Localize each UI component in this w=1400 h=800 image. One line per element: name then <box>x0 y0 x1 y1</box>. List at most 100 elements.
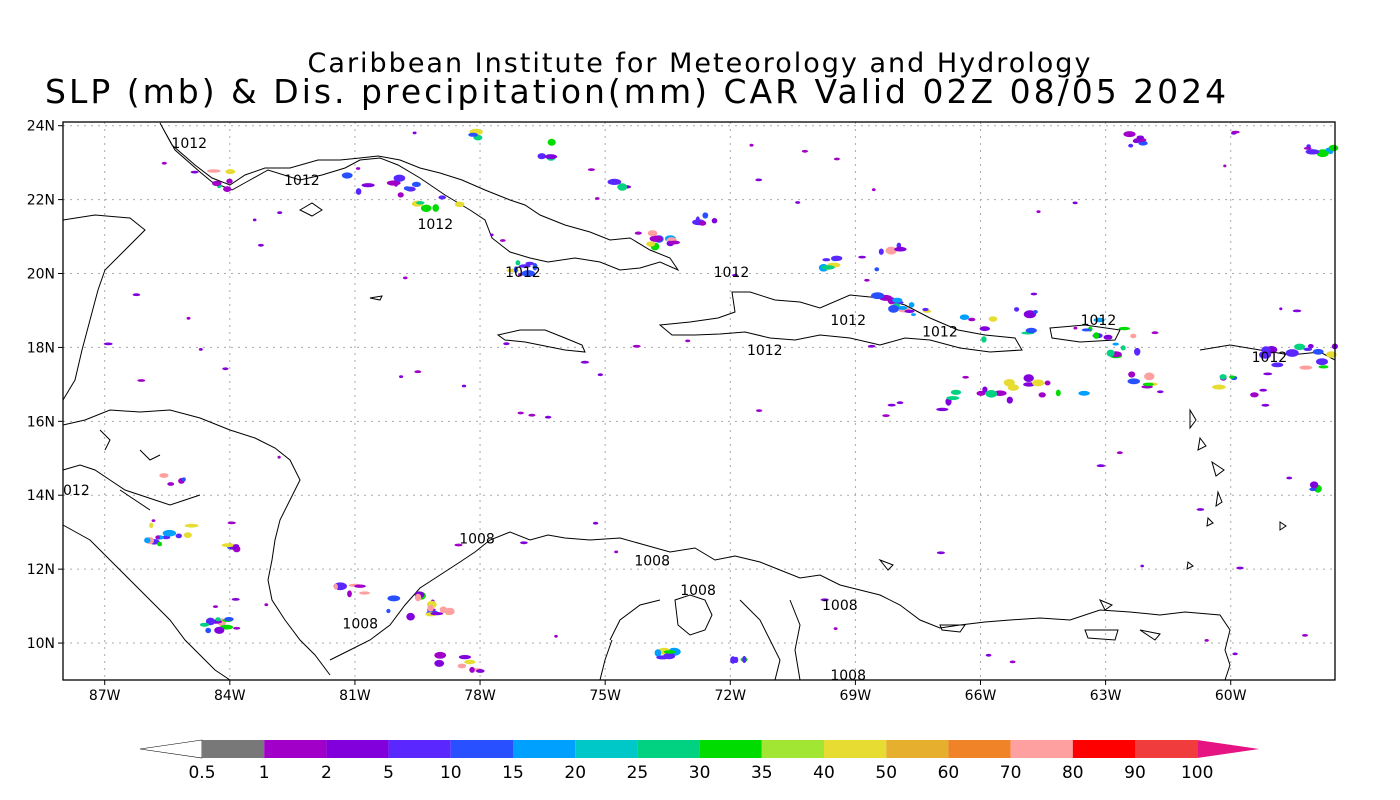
precip-cell <box>647 230 658 237</box>
precip-cell <box>1318 365 1329 369</box>
coastline-south-america <box>329 531 1231 681</box>
tick-label-lon: 69W <box>840 688 872 704</box>
colorbar-label: 20 <box>564 763 586 783</box>
colorbar-swatch <box>450 740 513 758</box>
precip-cell <box>414 593 422 602</box>
isobar-label: 1008 <box>634 553 670 569</box>
tick-label-lon: 84W <box>214 688 246 704</box>
precip-cell <box>225 169 236 175</box>
precip-cell <box>1128 143 1134 148</box>
isobar-label: 1008 <box>342 616 378 632</box>
precip-cell <box>394 183 398 187</box>
precip-cell <box>617 183 628 191</box>
isobar-label: 1012 <box>830 313 866 329</box>
colorbar-swatch <box>699 740 762 758</box>
precip-cell <box>979 326 990 332</box>
precip-cell <box>732 273 739 277</box>
precip-cell <box>1033 310 1038 314</box>
precip-cell <box>393 174 406 182</box>
coastline-puerto-rico <box>1049 324 1121 343</box>
chart-title-line1: Caribbean Institute for Meteorology and … <box>307 48 1093 79</box>
precip-cell <box>207 169 221 173</box>
precip-cell <box>1023 310 1037 319</box>
precip-cell <box>103 342 113 346</box>
isobar-label: 1012 <box>171 136 207 152</box>
precip-cell <box>1106 349 1115 357</box>
precip-cell <box>1229 375 1235 379</box>
precip-cell <box>1204 639 1209 642</box>
precip-cell <box>186 316 191 320</box>
precip-cell <box>1023 382 1035 387</box>
precip-cell <box>454 543 463 547</box>
precip-cell <box>968 317 976 322</box>
colorbar-label: 25 <box>627 763 649 783</box>
precip-cell <box>1134 347 1141 356</box>
precip-cell <box>430 612 444 616</box>
precip-cell <box>1261 403 1270 407</box>
precip-cell <box>1223 164 1227 168</box>
precip-cell <box>537 153 547 160</box>
tick-label-lon: 75W <box>589 688 621 704</box>
isobar-label: 1012 <box>1081 313 1117 329</box>
precip-cell <box>464 659 476 665</box>
tick-label-lon: 81W <box>339 688 371 704</box>
map-axes: 87W 84W 81W 78W 75W 72W 69W 66W 63W 60W 24N 22N 20N 1… <box>27 119 1247 704</box>
precip-cell <box>544 415 552 419</box>
precip-cell <box>634 231 642 235</box>
precip-cell <box>469 666 475 673</box>
precip-cell <box>547 138 556 146</box>
precip-cell <box>222 367 229 371</box>
precip-cell <box>412 131 417 135</box>
isobar-labels: 1012 1012 1012 1012 1012 1012 1012 1012 1012 1012… <box>63 136 1287 684</box>
tick-label-lat: 24N <box>27 119 55 135</box>
precip-cell <box>1130 333 1137 339</box>
precip-cell <box>1140 564 1144 568</box>
colorbar-swatch <box>575 740 638 758</box>
precip-cell <box>985 390 998 398</box>
precip-cell <box>155 535 160 540</box>
precip-cell <box>976 390 986 396</box>
precip-cell <box>632 344 641 348</box>
precip-cell <box>985 653 992 657</box>
precip-cell <box>461 384 467 388</box>
precip-cell <box>1236 566 1244 570</box>
precip-cell <box>399 375 404 378</box>
colorbar-label: 35 <box>751 763 773 783</box>
precip-cell <box>1219 374 1227 380</box>
colorbar-label: 70 <box>1000 763 1022 783</box>
colorbar-swatch <box>202 740 265 758</box>
precip-cell <box>355 188 362 195</box>
precip-cell <box>871 292 885 300</box>
precip-cell <box>821 265 835 270</box>
tick-label-lon: 66W <box>965 688 997 704</box>
precip-cell <box>864 278 870 282</box>
precip-cell <box>1009 660 1016 664</box>
precip-cell <box>1212 384 1226 390</box>
precip-cell <box>871 188 876 192</box>
precip-cell <box>911 313 916 317</box>
precip-cell <box>988 316 998 322</box>
tick-label-lon: 72W <box>714 688 746 704</box>
precip-cell <box>1142 382 1154 387</box>
precip-cell <box>199 622 210 627</box>
precip-cell <box>521 270 535 277</box>
colorbar-label: 30 <box>689 763 711 783</box>
precip-cell <box>1093 332 1100 339</box>
precip-cell <box>1025 327 1038 334</box>
precip-cell <box>144 537 151 544</box>
precip-cell <box>820 598 829 602</box>
precip-cell <box>1023 374 1034 382</box>
precip-cell <box>946 396 960 401</box>
precip-cell <box>982 386 988 393</box>
precip-cell <box>554 634 558 638</box>
precip-cell <box>1030 292 1038 296</box>
precip-cell <box>1096 464 1106 468</box>
precip-cell <box>515 260 521 266</box>
precip-cell <box>1271 362 1284 368</box>
tick-label-lon: 87W <box>89 688 121 704</box>
precip-cell <box>167 482 175 486</box>
precip-cell <box>1044 380 1051 386</box>
precip-cell <box>1259 388 1268 392</box>
precip-cell <box>663 650 676 654</box>
precip-cell <box>892 297 903 303</box>
